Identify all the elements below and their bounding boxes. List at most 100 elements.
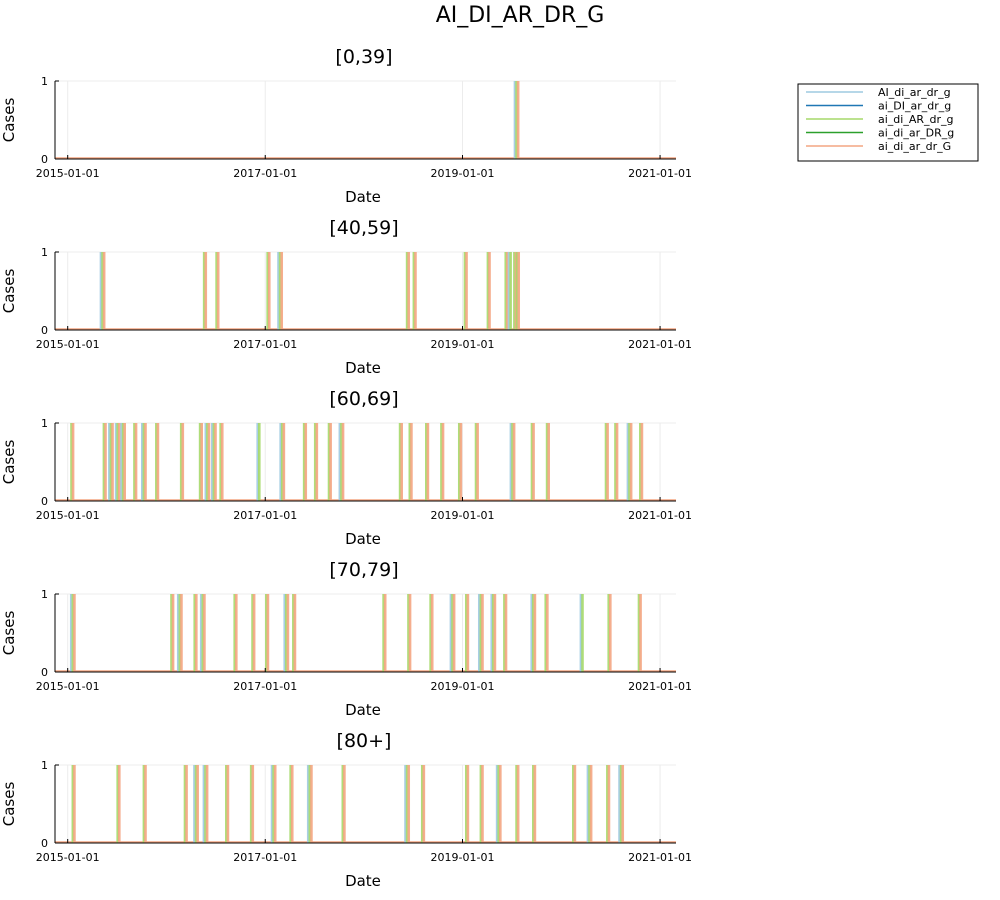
spike-ai_di_AR_dr_g [155, 423, 158, 501]
spike-ai_di_ar_dr_G [73, 594, 76, 672]
spike-ai_di_AR_dr_g [266, 252, 269, 330]
spike-ai_di_AR_dr_g [464, 765, 468, 843]
spike-AI_di_ar_dr_g [270, 765, 274, 843]
panels: [0,39] 0 1 2015-01-01 2017-01-01 2019-01-01 20… [0, 46, 692, 890]
spike-ai_di_AR_dr_g [198, 423, 202, 501]
spike-ai_di_ar_dr_G [517, 252, 521, 330]
spike-ai_di_ar_dr_G [226, 765, 230, 843]
spike-ai_di_AR_dr_g [170, 594, 173, 672]
x-tick-label: 2015-01-01 [36, 680, 100, 693]
spike-ai_di_ar_dr_G [171, 594, 175, 672]
spike-ai_di_AR_dr_g [179, 423, 183, 501]
spike-ai_di_ar_dr_G [343, 765, 346, 843]
spike-AI_di_ar_dr_g [579, 594, 583, 672]
spike-ai_di_AR_dr_g [121, 423, 125, 501]
spike-ai_di_AR_dr_g [464, 594, 468, 672]
spike-ai_di_ar_dr_G [214, 423, 217, 501]
spike-ai_di_ar_dr_G [476, 423, 479, 501]
spike-ai_di_ar_dr_G [465, 252, 468, 330]
spike-ai_di_AR_dr_g [142, 765, 146, 843]
legend-box [797, 83, 979, 162]
spike-ai_di_AR_dr_g [637, 594, 641, 672]
x-axis-label: Date [345, 530, 381, 548]
spike-ai_di_ar_dr_G [407, 252, 411, 330]
spike-ai_di_AR_dr_g [479, 765, 483, 843]
spike-ai_di_AR_dr_g [116, 423, 119, 501]
x-tick-label: 2017-01-01 [233, 680, 297, 693]
panel-title: [0,39] [335, 46, 392, 68]
spike-ai_di_ar_dr_G [441, 423, 445, 501]
spike-ai_di_AR_dr_g [382, 594, 385, 672]
spike-ai_di_AR_dr_g [292, 594, 295, 672]
y-tick-label: 1 [41, 75, 48, 88]
spike-ai_di_AR_dr_g [497, 765, 501, 843]
x-axis-label: Date [345, 188, 381, 206]
spike-ai_di_AR_dr_g [278, 252, 282, 330]
spike-ai_di_ar_dr_G [516, 765, 520, 843]
spike-ai_di_AR_dr_g [70, 423, 73, 501]
spike-ai_di_ar_dr_G [546, 594, 549, 672]
spike-AI_di_ar_dr_g [338, 423, 342, 501]
spike-ai_di_ar_dr_G [71, 423, 75, 501]
spike-ai_di_ar_dr_G [547, 423, 550, 501]
spike-AI_di_ar_dr_g [120, 423, 123, 501]
spike-ai_di_ar_dr_G [459, 423, 463, 501]
spike-ai_di_ar_dr_G [111, 423, 114, 501]
spike-ai_di_AR_dr_g [109, 423, 113, 501]
spike-AI_di_ar_dr_g [306, 765, 310, 843]
y-axis-label: Cases [0, 440, 18, 485]
panel-title: [80+] [337, 730, 392, 752]
y-axis-label: Cases [0, 611, 18, 656]
spike-ai_di_ar_dr_G [280, 252, 284, 330]
spike-ai_di_AR_dr_g [513, 252, 516, 330]
x-tick-label: 2017-01-01 [233, 338, 297, 351]
spike-ai_di_AR_dr_g [639, 423, 642, 501]
x-tick-label: 2015-01-01 [36, 167, 100, 180]
spike-ai_di_ar_dr_G [329, 423, 332, 501]
spike-ai_di_AR_dr_g [457, 423, 461, 501]
legend-label: ai_di_AR_dr_g [878, 113, 954, 126]
spike-ai_di_AR_dr_g [544, 594, 548, 672]
spike-ai_di_AR_dr_g [405, 765, 409, 843]
spike-ai_di_ar_dr_G [185, 765, 188, 843]
spike-ai_di_AR_dr_g [398, 423, 402, 501]
main-title: AI_DI_AR_DR_G [436, 3, 605, 28]
spike-AI_di_ar_dr_g [141, 423, 144, 501]
spike-ai_di_ar_dr_G [589, 765, 593, 843]
spike-AI_di_ar_dr_g [193, 765, 196, 843]
spike-ai_di_AR_dr_g [451, 594, 454, 672]
spike-ai_di_ar_dr_G [216, 252, 220, 330]
spike-ai_di_AR_dr_g [212, 423, 216, 501]
spike-ai_di_ar_dr_G [73, 765, 76, 843]
spike-ai_di_ar_dr_G [235, 594, 238, 672]
spike-ai_di_ar_dr_G [181, 423, 185, 501]
spike-ai_di_AR_dr_g [614, 423, 617, 501]
spike-ai_di_ar_dr_G [639, 594, 642, 672]
spike-ai_di_AR_dr_g [280, 423, 284, 501]
spike-AI_di_ar_dr_g [277, 252, 280, 330]
spike-ai_di_AR_dr_g [628, 423, 631, 501]
spike-ai_di_ar_dr_G [123, 423, 126, 501]
spike-ai_di_AR_dr_g [532, 765, 535, 843]
spike-ai_di_ar_dr_G [304, 423, 308, 501]
x-tick-label: 2019-01-01 [431, 509, 495, 522]
spike-ai_di_AR_dr_g [116, 765, 119, 843]
spike-ai_di_AR_dr_g [532, 594, 535, 672]
spike-ai_di_ar_dr_G [573, 765, 577, 843]
spike-AI_di_ar_dr_g [210, 423, 214, 501]
y-tick-label: 0 [41, 495, 48, 508]
spike-ai_di_AR_dr_g [341, 765, 345, 843]
x-axis-label: Date [345, 701, 381, 719]
spike-ai_di_AR_dr_g [102, 423, 106, 501]
spike-ai_di_AR_dr_g [515, 81, 518, 159]
x-tick-label: 2017-01-01 [233, 509, 297, 522]
spike-ai_di_ar_dr_G [493, 594, 497, 672]
y-tick-label: 1 [41, 246, 48, 259]
spike-ai_di_ar_dr_G [180, 594, 183, 672]
spike-ai_di_ar_dr_G [252, 594, 256, 672]
spike-ai_di_AR_dr_g [420, 765, 424, 843]
spike-ai_di_AR_dr_g [327, 423, 331, 501]
spike-ai_di_AR_dr_g [515, 252, 519, 330]
spike-ai_di_AR_dr_g [302, 423, 306, 501]
legend-label: ai_di_ar_DR_g [878, 127, 954, 140]
